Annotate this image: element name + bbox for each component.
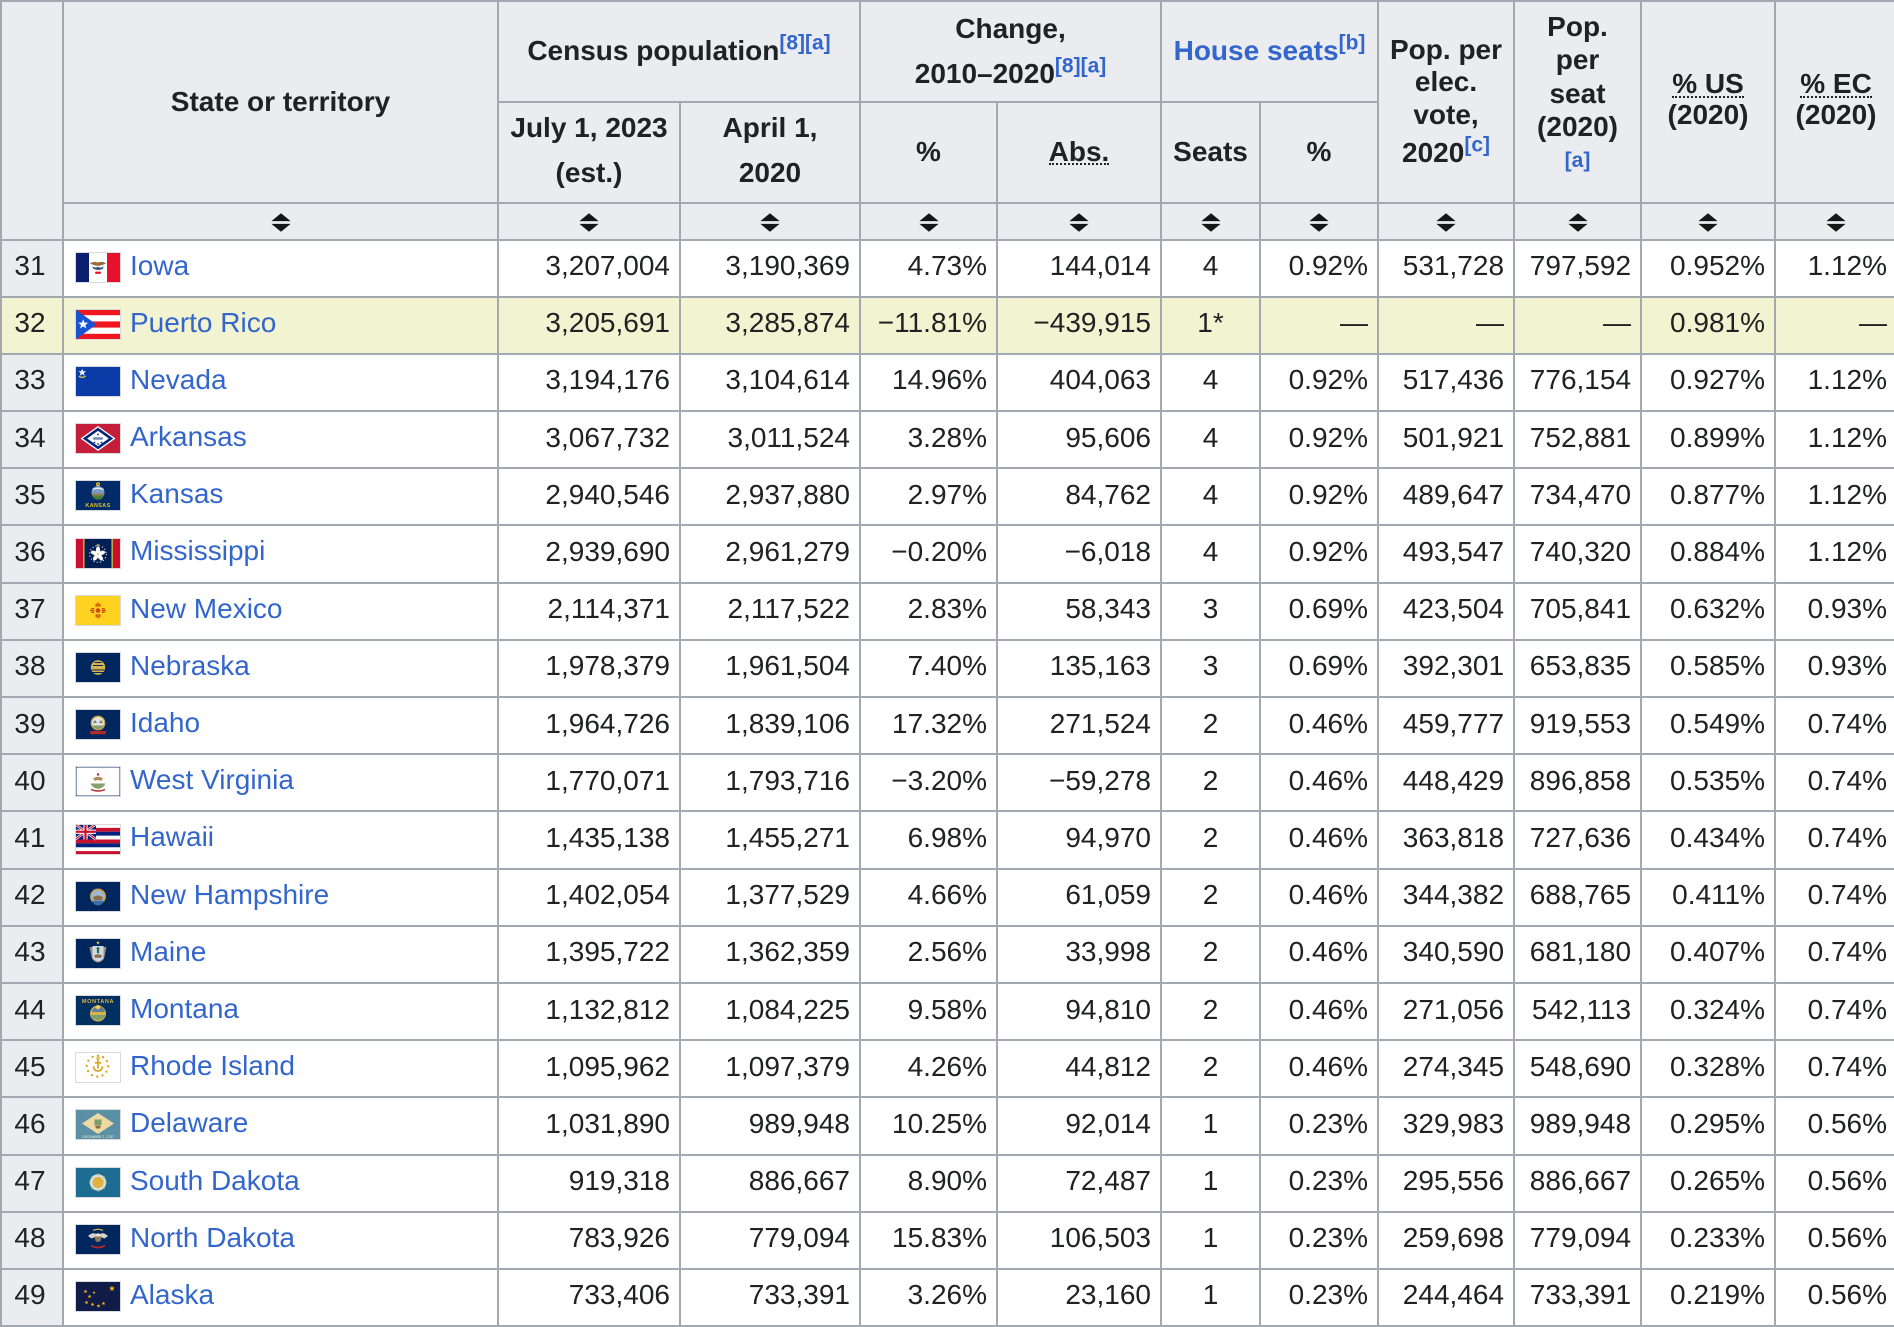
svg-text:DECEMBER 7, 1787: DECEMBER 7, 1787 [82, 1135, 114, 1139]
svg-text:MONTANA: MONTANA [82, 999, 114, 1005]
svg-text:KANSAS: KANSAS [85, 504, 110, 510]
